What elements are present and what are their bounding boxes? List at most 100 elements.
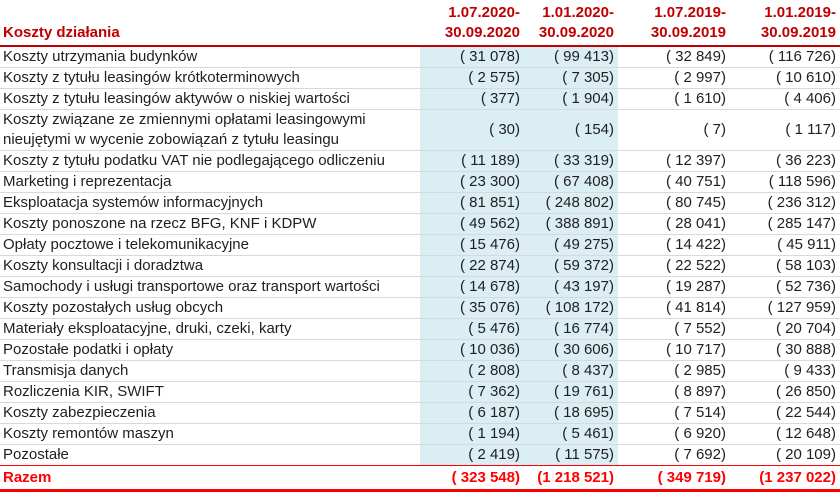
total-value: ( 349 719) <box>657 469 726 486</box>
row-label: Koszty remontów maszyn <box>3 425 174 442</box>
column-header-period-3: 1.07.2019- 30.09.2019 <box>618 0 730 46</box>
row-value: ( 7 552) <box>674 320 726 337</box>
row-value: ( 285 147) <box>767 215 836 232</box>
row-value: ( 118 596) <box>768 173 836 190</box>
row-value: ( 23 300) <box>420 171 524 193</box>
row-label: Koszty z tytułu podatku VAT nie podlegaj… <box>3 152 385 169</box>
total-row: Razem ( 323 548) (1 218 521) ( 349 719) … <box>0 465 840 491</box>
row-label: Samochody i usługi transportowe oraz tra… <box>3 278 380 295</box>
row-value: ( 8 437) <box>524 360 618 382</box>
table-row: Rozliczenia KIR, SWIFT ( 7 362)( 19 761) (… <box>0 381 840 403</box>
row-value: ( 2 997) <box>674 69 726 86</box>
row-value: ( 1 904) <box>524 88 618 110</box>
row-value: ( 40 751) <box>665 173 726 190</box>
table-row: Koszty remontów maszyn ( 1 194)( 5 461) ( … <box>0 423 840 445</box>
total-label: Razem <box>3 469 52 486</box>
row-value: ( 16 774) <box>524 318 618 340</box>
row-value: ( 5 476) <box>420 318 524 340</box>
row-value: ( 99 413) <box>524 46 618 68</box>
period-end: 30.09.2020 <box>444 24 520 41</box>
row-label: Marketing i reprezentacja <box>3 173 172 190</box>
row-value: ( 15 476) <box>420 234 524 256</box>
row-value: ( 10 717) <box>665 341 726 358</box>
row-value: ( 7 305) <box>524 67 618 89</box>
row-value: ( 2 575) <box>420 67 524 89</box>
row-value: ( 43 197) <box>524 276 618 298</box>
row-label: Koszty ponoszone na rzecz BFG, KNF i KDP… <box>3 215 317 232</box>
table-row: Eksploatacja systemów informacyjnych ( 81… <box>0 192 840 214</box>
row-label: Koszty utrzymania budynków <box>3 48 198 65</box>
row-value: ( 154) <box>524 109 618 151</box>
row-value: ( 67 408) <box>524 171 618 193</box>
row-value: ( 1 194) <box>420 423 524 445</box>
period-end: 30.09.2020 <box>538 24 614 41</box>
row-value: ( 236 312) <box>767 194 836 211</box>
row-value: ( 59 372) <box>524 255 618 277</box>
table-row: Koszty z tytułu leasingów aktywów o nisk… <box>0 88 840 110</box>
row-value: ( 19 761) <box>524 381 618 403</box>
row-value: ( 45 911) <box>777 236 836 253</box>
row-value: ( 14 678) <box>420 276 524 298</box>
row-value: ( 4 406) <box>784 90 836 107</box>
table-row: Materiały eksploatacyjne, druki, czeki, … <box>0 318 840 340</box>
row-value: ( 6 920) <box>674 425 726 442</box>
period-start: 1.01.2020- <box>542 4 614 21</box>
table-row: Koszty utrzymania budynków ( 31 078)( 99 … <box>0 46 840 68</box>
row-value: ( 81 851) <box>420 192 524 214</box>
row-value: ( 11 189) <box>420 150 524 172</box>
row-value: ( 2 419) <box>420 444 524 466</box>
table-row: Koszty z tytułu leasingów krótkoterminow… <box>0 67 840 89</box>
row-value: ( 52 736) <box>775 278 836 295</box>
row-label: Koszty z tytułu leasingów aktywów o nisk… <box>3 90 350 107</box>
row-value: ( 9 433) <box>784 362 836 379</box>
row-value: ( 108 172) <box>524 297 618 319</box>
column-header-period-2: 1.01.2020- 30.09.2020 <box>524 0 618 46</box>
table-title: Koszty działania <box>3 24 120 41</box>
row-label: Koszty związane ze zmiennymi opłatami le… <box>3 111 366 148</box>
row-label: Pozostałe podatki i opłaty <box>3 341 174 358</box>
row-value: ( 35 076) <box>420 297 524 319</box>
row-value: ( 10 036) <box>420 339 524 361</box>
row-value: ( 58 103) <box>775 257 836 274</box>
row-value: ( 31 078) <box>420 46 524 68</box>
row-value: ( 30) <box>420 109 524 151</box>
period-end: 30.09.2019 <box>650 24 726 41</box>
row-value: ( 116 726) <box>768 48 836 65</box>
row-value: ( 49 562) <box>420 213 524 235</box>
period-start: 1.07.2020- <box>448 4 520 21</box>
row-value: ( 1 610) <box>674 90 726 107</box>
row-value: ( 36 223) <box>775 152 836 169</box>
table-row: Koszty ponoszone na rzecz BFG, KNF i KDP… <box>0 213 840 235</box>
row-value: ( 80 745) <box>665 194 726 211</box>
table-row: Koszty pozostałych usług obcych ( 35 076)… <box>0 297 840 319</box>
row-value: ( 7) <box>703 121 727 138</box>
row-value: ( 20 704) <box>775 320 836 337</box>
row-value: ( 5 461) <box>524 423 618 445</box>
row-label: Materiały eksploatacyjne, druki, czeki, … <box>3 320 292 337</box>
row-value: ( 32 849) <box>665 48 726 65</box>
total-value: (1 218 521) <box>537 469 614 486</box>
table-row: Samochody i usługi transportowe oraz tra… <box>0 276 840 298</box>
period-end: 30.09.2019 <box>760 24 836 41</box>
row-label: Rozliczenia KIR, SWIFT <box>3 383 164 400</box>
row-value: ( 20 109) <box>775 446 836 463</box>
row-value: ( 388 891) <box>524 213 618 235</box>
period-start: 1.01.2019- <box>764 4 836 21</box>
row-value: ( 10 610) <box>775 69 836 86</box>
row-value: ( 377) <box>420 88 524 110</box>
row-label: Koszty pozostałych usług obcych <box>3 299 224 316</box>
row-value: ( 7 692) <box>674 446 726 463</box>
row-value: ( 2 985) <box>674 362 726 379</box>
row-label: Koszty z tytułu leasingów krótkoterminow… <box>3 69 300 86</box>
column-header-period-1: 1.07.2020- 30.09.2020 <box>420 0 524 46</box>
table-row: Koszty związane ze zmiennymi opłatami le… <box>0 109 840 151</box>
table-row: Opłaty pocztowe i telekomunikacyjne ( 15 … <box>0 234 840 256</box>
table-row: Marketing i reprezentacja ( 23 300)( 67 4… <box>0 171 840 193</box>
row-value: ( 49 275) <box>524 234 618 256</box>
row-value: ( 11 575) <box>524 444 618 466</box>
row-label: Transmisja danych <box>3 362 129 379</box>
row-label: Koszty konsultacji i doradztwa <box>3 257 204 274</box>
row-value: ( 248 802) <box>524 192 618 214</box>
row-value: ( 7 514) <box>674 404 726 421</box>
